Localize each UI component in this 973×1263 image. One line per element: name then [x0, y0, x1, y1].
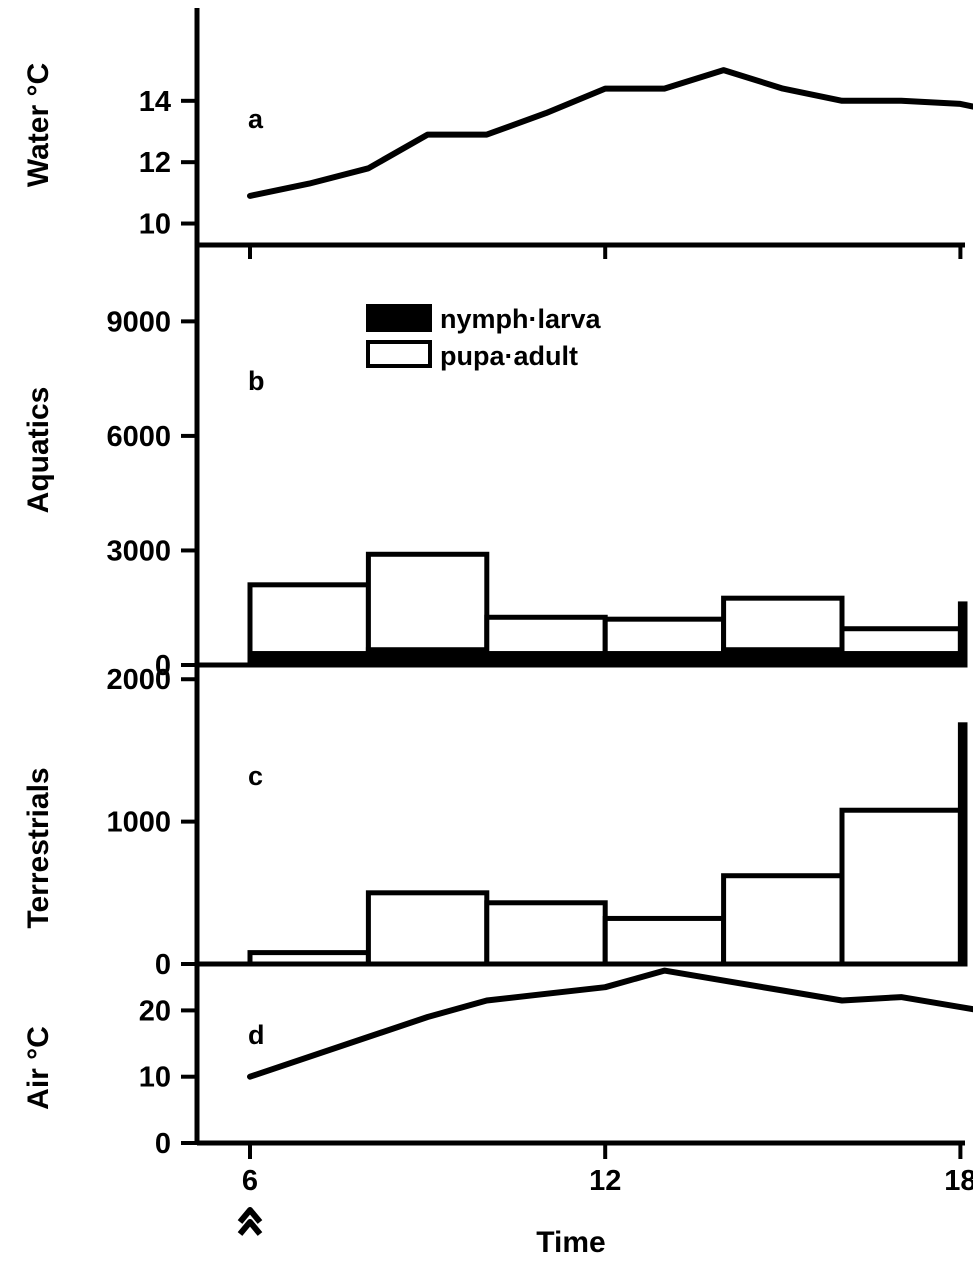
y-tick-label: 10: [139, 1062, 171, 1094]
panel-c-terrestrials: 0 1000 2000 Terrestrials c: [22, 664, 968, 981]
y-axis-title: Aquatics: [22, 387, 55, 514]
y-tick-label: 10: [139, 209, 171, 241]
series-line: [247, 967, 973, 1080]
y-tick-label: 6000: [106, 421, 171, 453]
bar-terrestrials: [484, 900, 608, 967]
y-tick-label: 14: [139, 86, 171, 118]
y-tick-label: 1000: [106, 807, 171, 839]
panel-letter: d: [248, 1020, 265, 1050]
panel-letter: c: [248, 761, 263, 791]
x-tick-label: 12: [589, 1165, 621, 1197]
y-tick-label: 2000: [106, 664, 171, 696]
panel-b-aquatics: 0 3000 6000 9000 Aquatics b nymph·larva pupa·ad…: [22, 304, 968, 682]
bar-terrestrials: [721, 873, 845, 967]
bar-terrestrials: [365, 890, 490, 967]
x-tick-label: 6: [242, 1165, 258, 1197]
legend-label-pupa-adult: pupa·adult: [440, 341, 578, 371]
y-tick-label: 20: [139, 995, 171, 1027]
marker-up-chevron: [237, 1207, 263, 1236]
legend-label-nymph-larva: nymph·larva: [440, 304, 602, 334]
y-axis-title: Terrestrials: [22, 767, 55, 928]
x-tick-label: 18: [944, 1165, 973, 1197]
axes-frame: [194, 8, 965, 1146]
series-line: [247, 67, 973, 199]
panel-letter: b: [248, 366, 265, 396]
legend-swatch-pupa-adult: [366, 340, 432, 368]
bar-terrestrials: [839, 807, 963, 967]
y-tick-label: 9000: [106, 306, 171, 338]
y-axis-title: Water °C: [22, 63, 55, 187]
panel-letter: a: [248, 104, 264, 134]
y-tick-label: 0: [155, 650, 171, 682]
x-axis-title: Time: [536, 1226, 605, 1259]
y-tick-label: 0: [155, 949, 171, 981]
y-tick-label: 12: [139, 147, 171, 179]
bar-terrestrials: [602, 915, 727, 967]
bar-terrestrials: [957, 722, 968, 967]
legend-swatch-nymph-larva: [366, 304, 432, 332]
y-axis-title: Air °C: [22, 1026, 55, 1110]
y-tick-label: 0: [155, 1128, 171, 1160]
y-tick-label: 3000: [106, 535, 171, 567]
panel-a-water-temperature: 10 12 14 Water °C a: [22, 63, 973, 259]
